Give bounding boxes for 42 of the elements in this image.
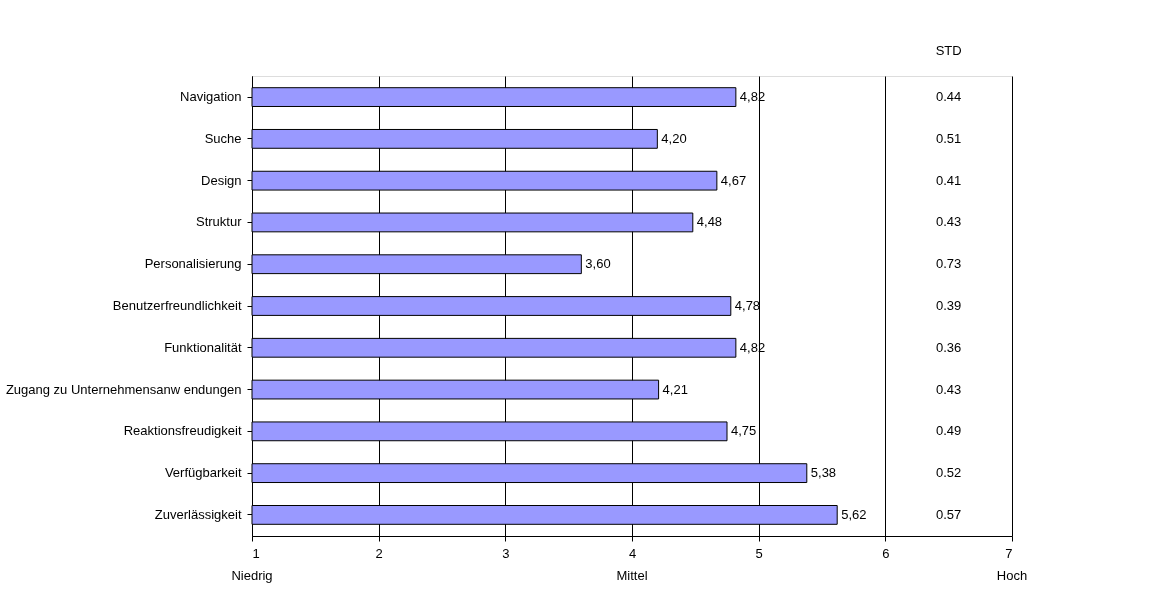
x-tick-label: 2 [375,545,383,561]
annotation: 0.43 [936,381,962,397]
annotation: 0.41 [936,172,962,188]
text: Hoch [996,568,1028,583]
y-tick-label: Navigation [180,89,242,105]
x-tick-label: 1 [252,545,260,561]
y-tick-label: Benutzerfreundlichkeit [112,298,242,313]
annotation: 0.44 [936,89,962,105]
data-label: 5,38 [810,465,837,481]
annotation: 0.49 [936,423,962,439]
y-tick-label: Suche [204,130,242,146]
x-tick-label: 4 [628,545,637,561]
y-tick-label: Zugang zu Unternehmensanw endungen [5,381,242,397]
x-tick-label: 5 [755,545,763,561]
data-label: 4,67 [720,172,747,188]
data-label: 4,48 [696,214,723,230]
data-label: 5,62 [841,506,867,522]
text: Niedrig [231,568,273,583]
y-tick-label: Struktur [195,214,243,230]
y-tick-label: Personalisierung [144,256,242,272]
x-tick-label: 7 [1005,545,1013,561]
annotation: 0.52 [936,465,962,481]
data-label: 4,78 [734,298,761,313]
y-tick-label: Design [201,172,242,188]
data-label: 4,20 [661,130,687,146]
annotation: 0.73 [936,256,962,272]
y-tick-label: Reaktionsfreudigkeit [123,423,242,439]
data-label: 4,21 [662,381,688,397]
annotation: 0.43 [936,214,962,230]
annotation: 0.39 [936,298,962,313]
data-label: 4,75 [731,423,757,439]
annotation: 0.51 [936,130,962,146]
annotation: 0.36 [936,339,962,355]
annotation: 0.57 [936,506,962,522]
text: Mittel [616,568,648,583]
x-tick-label: 3 [502,545,510,561]
data-label: 3,60 [585,256,611,272]
y-tick-label: Zuverlässigkeit [154,506,242,522]
y-tick-label: Verfügbarkeit [164,465,242,481]
text: STD [935,43,962,58]
y-tick-label: Funktionalität [164,339,242,355]
x-tick-label: 6 [882,545,890,561]
